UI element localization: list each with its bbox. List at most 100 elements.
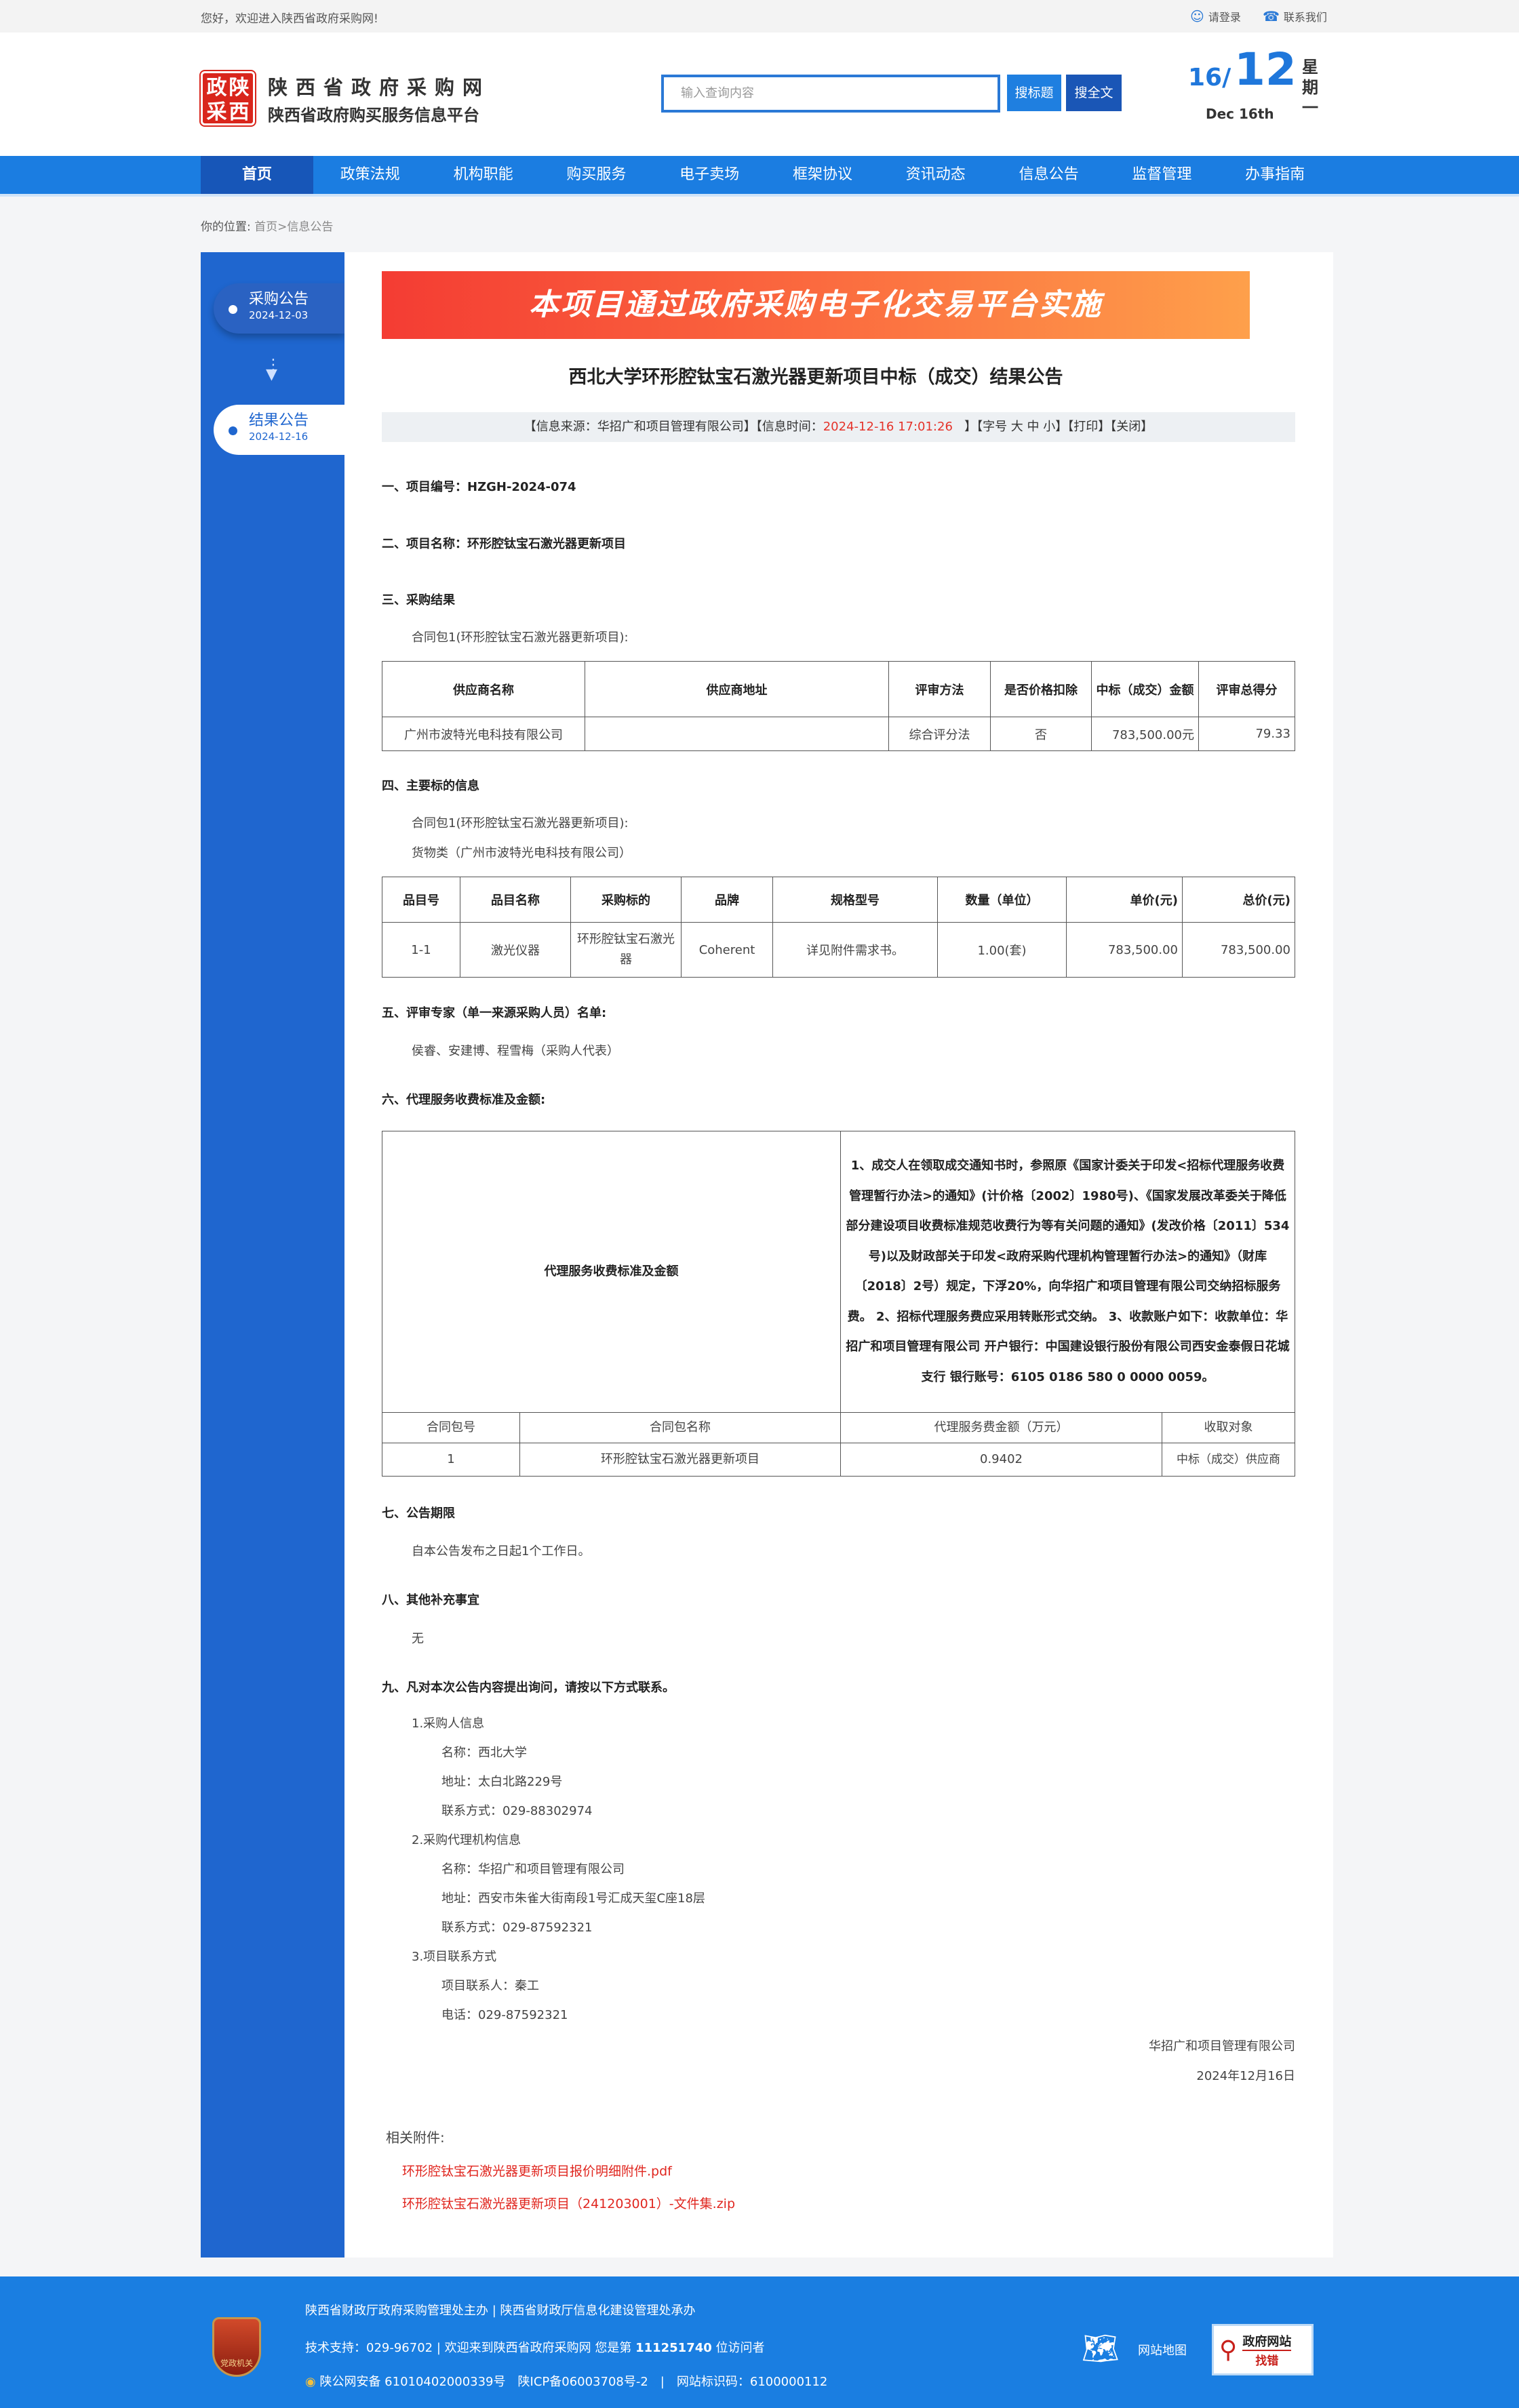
signature-company: 华招广和项目管理有限公司 <box>1149 2039 1295 2053</box>
phone-icon: ☎ <box>1263 8 1280 24</box>
section-heading: 七、公告期限 <box>382 1506 455 1521</box>
column-header: 供应商地址 <box>585 661 889 717</box>
nav-item[interactable]: 监督管理 <box>1132 166 1192 183</box>
table-cell: 783,500.00 <box>1182 922 1295 978</box>
table-header-row: 品目号 品目名称 采购标的 品牌 规格型号 数量（单位） 单价(元) 总价(元) <box>382 877 1295 923</box>
column-header: 中标（成交）金额 <box>1091 661 1199 717</box>
fee-label: 代理服务收费标准及金额 <box>382 1131 841 1413</box>
welcome-text: 您好，欢迎进入陕西省政府采购网! <box>201 12 378 26</box>
section-heading: 二、项目名称：环形腔钛宝石激光器更新项目 <box>382 537 626 551</box>
info-bar: 【信息来源：华招广和项目管理有限公司】【信息时间：2024-12-16 17:0… <box>382 412 1295 442</box>
site-name: 陕西省政府采购网 <box>268 76 491 99</box>
nav-item[interactable]: 框架协议 <box>792 166 852 183</box>
goods-type: 货物类（广州市波特光电科技有限公司） <box>412 846 631 860</box>
column-header: 品目号 <box>382 877 460 923</box>
info-source: 【信息来源：华招广和项目管理有限公司】【信息时间： <box>524 420 823 434</box>
footer-record-text: 陕公网安备 61010402000339号 陕ICP备06003708号-2 |… <box>319 2375 828 2389</box>
table-cell: 综合评分法 <box>888 717 991 751</box>
dot-icon <box>229 305 237 314</box>
nav-item[interactable]: 政策法规 <box>340 166 400 183</box>
attachment-link-pdf[interactable]: 环形腔钛宝石激光器更新项目报价明细附件.pdf <box>402 2164 672 2179</box>
sitemap-link[interactable]: 网站地图 <box>1138 2344 1187 2358</box>
table-header-row: 供应商名称 供应商地址 评审方法 是否价格扣除 中标（成交）金额 评审总得分 <box>382 661 1295 717</box>
sidebar-item-date: 2024-12-16 <box>249 430 309 443</box>
party-government-badge[interactable]: 党政机关 <box>212 2317 261 2377</box>
table-cell: 783,500.00元 <box>1091 717 1199 751</box>
nav-item[interactable]: 电子卖场 <box>679 166 740 183</box>
arrow-down-icon: ⋮ ▼ <box>266 357 281 383</box>
sitemap-icon[interactable]: 🗺 <box>1082 2331 1120 2366</box>
table-cell: 环形腔钛宝石激光器 <box>570 922 682 978</box>
table-row: 1 环形腔钛宝石激光器更新项目 0.9402 中标（成交）供应商 <box>382 1443 1295 1477</box>
table-cell: 环形腔钛宝石激光器更新项目 <box>519 1443 841 1477</box>
top-bar: 您好，欢迎进入陕西省政府采购网! ☺ 请登录 ☎ 联系我们 <box>0 0 1519 33</box>
signature-date: 2024年12月16日 <box>1196 2069 1295 2083</box>
contact-link[interactable]: ☎ 联系我们 <box>1263 8 1327 24</box>
contact-line: 联系方式：029-87592321 <box>441 1921 593 1935</box>
user-icon: ☺ <box>1190 8 1204 24</box>
contact-line: 电话：029-87592321 <box>441 2008 568 2022</box>
sidebar-item-title: 采购公告 <box>249 291 309 308</box>
column-header: 单价(元) <box>1066 877 1183 923</box>
contact-line: 名称：西北大学 <box>441 1746 527 1760</box>
dot-icon <box>229 426 237 435</box>
contact-line: 联系方式：029-88302974 <box>441 1804 593 1818</box>
gov-site-error-report[interactable]: ⚲ 政府网站 找错 <box>1212 2324 1314 2375</box>
column-header: 品目名称 <box>460 877 571 923</box>
footer-police-record[interactable]: ◉ 陕公网安备 61010402000339号 陕ICP备06003708号-2… <box>305 2372 827 2390</box>
sidebar-item-result-notice[interactable]: 结果公告 2024-12-16 <box>214 405 344 455</box>
table-cell: 0.9402 <box>840 1443 1162 1477</box>
table-cell: 79.33 <box>1198 717 1295 751</box>
section-heading: 六、代理服务收费标准及金额: <box>382 1093 546 1107</box>
section-heading: 一、项目编号：HZGH-2024-074 <box>382 480 576 494</box>
search-fulltext-button[interactable]: 搜全文 <box>1066 75 1122 111</box>
column-header: 供应商名称 <box>382 661 585 717</box>
column-header: 合同包名称 <box>519 1412 841 1443</box>
contact-line: 1.采购人信息 <box>412 1717 485 1731</box>
weekday: 星期一 <box>1302 58 1318 117</box>
login-link[interactable]: ☺ 请登录 <box>1190 8 1241 24</box>
site-subtitle: 陕西省政府购买服务信息平台 <box>268 106 479 125</box>
sidebar-item-procurement-notice[interactable]: 采购公告 2024-12-03 <box>214 283 344 334</box>
site-logo[interactable]: 政陕采西 <box>199 70 256 127</box>
zc-top-text: 政府网站 <box>1242 2332 1292 2351</box>
nav-item[interactable]: 机构职能 <box>453 166 513 183</box>
table-cell: 详见附件需求书。 <box>772 922 938 978</box>
column-header: 收取对象 <box>1162 1412 1295 1443</box>
column-header: 总价(元) <box>1182 877 1295 923</box>
info-actions[interactable]: 】【字号 大 中 小】【打印】【关闭】 <box>964 420 1153 434</box>
breadcrumb-home[interactable]: 首页 <box>254 220 278 234</box>
nav-item[interactable]: 办事指南 <box>1245 166 1305 183</box>
column-header: 数量（单位） <box>937 877 1067 923</box>
platform-banner: 本项目通过政府采购电子化交易平台实施 <box>382 271 1250 339</box>
table-cell: 激光仪器 <box>460 922 571 978</box>
table-cell: 1-1 <box>382 922 460 978</box>
package-label: 合同包1(环形腔钛宝石激光器更新项目): <box>412 816 629 830</box>
table-cell: 1.00(套) <box>937 922 1067 978</box>
section-heading: 九、凡对本次公告内容提出询问，请按以下方式联系。 <box>382 1681 675 1695</box>
table-cell: 783,500.00 <box>1066 922 1183 978</box>
column-header: 品牌 <box>681 877 773 923</box>
nav-item[interactable]: 信息公告 <box>1019 166 1079 183</box>
table-row: 代理服务收费标准及金额 1、成交人在领取成交通知书时，参照原《国家计委关于印发<… <box>382 1131 1295 1413</box>
table-row: 广州市波特光电科技有限公司 综合评分法 否 783,500.00元 79.33 <box>382 717 1295 751</box>
package-label: 合同包1(环形腔钛宝石激光器更新项目): <box>412 630 629 645</box>
date-month: 12 <box>1234 43 1297 96</box>
table-row: 1-1 激光仪器 环形腔钛宝石激光器 Coherent 详见附件需求书。 1.0… <box>382 922 1295 978</box>
attachment-link-zip[interactable]: 环形腔钛宝石激光器更新项目（241203001）-文件集.zip <box>402 2196 736 2211</box>
column-header: 评审方法 <box>888 661 991 717</box>
fee-text: 1、成交人在领取成交通知书时，参照原《国家计委关于印发<招标代理服务收费管理暂行… <box>840 1131 1295 1413</box>
badge-text: 党政机关 <box>220 2359 253 2368</box>
nav-item[interactable]: 资讯动态 <box>905 166 966 183</box>
nav-item[interactable]: 首页 <box>201 156 313 194</box>
footer-sponsor: 陕西省财政厅政府采购管理处主办 | 陕西省财政厅信息化建设管理处承办 <box>305 2304 696 2318</box>
nav-item[interactable]: 购买服务 <box>566 166 627 183</box>
column-header: 规格型号 <box>772 877 938 923</box>
breadcrumb-current[interactable]: >信息公告 <box>277 220 334 234</box>
logo-char: 陕 <box>229 76 250 100</box>
contact-line: 名称：华招广和项目管理有限公司 <box>441 1862 625 1877</box>
table-header-row: 合同包号 合同包名称 代理服务费金额（万元） 收取对象 <box>382 1412 1295 1443</box>
search-input[interactable]: 输入查询内容 <box>661 75 1000 113</box>
sidebar-item-date: 2024-12-03 <box>249 309 309 321</box>
search-title-button[interactable]: 搜标题 <box>1007 75 1061 111</box>
